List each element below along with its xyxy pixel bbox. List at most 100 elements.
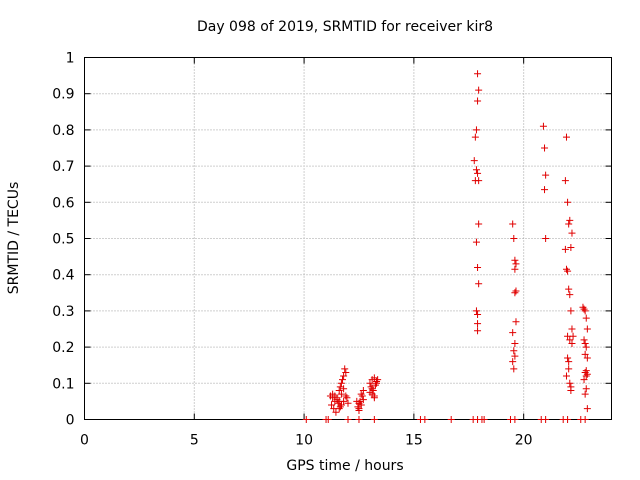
data-point <box>333 394 341 402</box>
axis-ticks <box>84 57 612 420</box>
y-tick-label: 0.3 <box>52 304 74 320</box>
data-point <box>565 220 573 228</box>
data-point <box>343 394 351 402</box>
data-point <box>359 396 367 404</box>
data-point <box>368 385 376 393</box>
data-point <box>580 336 588 344</box>
data-point <box>566 336 574 344</box>
x-tick-label: 20 <box>515 433 533 449</box>
data-point <box>510 235 518 242</box>
data-point <box>509 329 517 337</box>
data-point <box>510 347 518 355</box>
data-point <box>583 354 591 362</box>
y-tick-label: 0.2 <box>52 340 74 356</box>
data-point <box>565 285 573 293</box>
data-point <box>354 403 362 411</box>
data-point <box>510 365 518 373</box>
data-point <box>567 387 575 395</box>
data-point <box>566 216 574 224</box>
data-point <box>370 392 378 400</box>
data-point <box>358 392 366 400</box>
data-point <box>566 379 574 387</box>
data-point <box>541 144 549 152</box>
data-point <box>342 392 350 400</box>
data-point <box>370 416 378 423</box>
data-point <box>562 133 570 141</box>
data-point <box>474 169 482 177</box>
data-point <box>344 416 352 423</box>
data-point <box>567 244 575 252</box>
data-point <box>370 374 378 382</box>
data-point <box>474 263 482 271</box>
data-point <box>474 70 482 78</box>
data-point <box>541 186 549 194</box>
data-point <box>355 416 363 423</box>
data-point <box>356 397 364 405</box>
data-point <box>561 245 569 253</box>
data-point <box>472 166 480 174</box>
data-point <box>562 265 570 273</box>
y-axis-title: SRMTID / TECUs <box>6 182 22 295</box>
data-point <box>582 314 590 322</box>
data-point <box>472 238 480 246</box>
data-point <box>582 367 590 375</box>
data-point <box>511 289 519 297</box>
data-point <box>511 352 519 360</box>
data-point <box>583 370 591 378</box>
data-point <box>357 401 365 409</box>
y-tick-label: 0.4 <box>52 268 74 284</box>
data-point <box>337 379 345 387</box>
data-point <box>565 365 573 373</box>
data-point <box>567 307 575 315</box>
data-point <box>542 171 550 179</box>
data-point <box>583 325 591 333</box>
data-point <box>568 339 576 347</box>
data-point <box>475 280 483 288</box>
data-point <box>470 157 478 165</box>
data-point <box>564 416 572 423</box>
data-point <box>581 416 589 423</box>
data-point <box>421 416 429 423</box>
data-point <box>564 267 572 275</box>
data-points <box>302 70 591 423</box>
data-point <box>366 388 374 396</box>
data-point <box>539 122 547 130</box>
data-point <box>336 383 344 391</box>
data-point <box>471 177 479 185</box>
data-point <box>335 387 343 395</box>
y-tick-label: 0.6 <box>52 195 74 211</box>
data-point <box>509 220 517 228</box>
data-point <box>565 358 573 366</box>
x-tick-label: 10 <box>295 433 313 449</box>
data-point <box>542 235 550 242</box>
data-point <box>568 325 576 333</box>
data-point <box>340 385 348 393</box>
data-point <box>480 416 488 423</box>
data-point <box>337 390 345 398</box>
data-point <box>474 320 482 328</box>
data-point <box>566 291 574 299</box>
data-point <box>472 307 480 315</box>
y-tick-label: 0.9 <box>52 87 74 103</box>
data-point <box>344 399 352 407</box>
y-tick-label: 0 <box>66 413 75 429</box>
data-point <box>542 416 550 423</box>
data-point <box>579 303 587 311</box>
data-point <box>357 390 365 398</box>
x-axis-title: GPS time / hours <box>286 458 403 474</box>
data-point <box>373 379 381 387</box>
data-point <box>568 229 576 237</box>
data-point <box>335 405 343 413</box>
data-point <box>367 383 375 391</box>
data-point <box>332 408 340 416</box>
x-tick-label: 0 <box>80 433 89 449</box>
data-point <box>512 287 520 295</box>
data-point <box>474 311 482 319</box>
data-point <box>447 416 455 423</box>
y-tick-label: 1 <box>66 51 75 67</box>
data-point <box>511 256 519 264</box>
data-point <box>371 381 379 389</box>
data-point <box>512 260 520 268</box>
y-tick-label: 0.8 <box>52 123 74 139</box>
data-point <box>339 376 347 384</box>
